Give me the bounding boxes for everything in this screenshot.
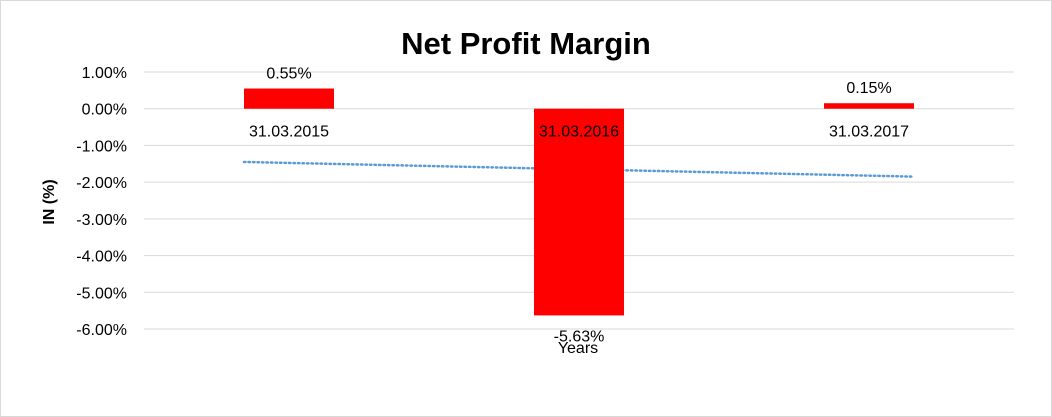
y-tick-label: -3.00% — [76, 212, 127, 229]
x-axis-categories: 31.03.2015 31.03.2016 31.03.2017 — [249, 124, 909, 141]
x-axis-title: Years — [558, 340, 598, 357]
y-tick-label: -4.00% — [76, 249, 127, 266]
y-tick-label: 0.00% — [82, 102, 127, 119]
y-axis-ticks: 1.00% 0.00% -1.00% -2.00% -3.00% -4.00% -5.00%… — [76, 65, 127, 339]
bar-31-03-2016 — [534, 108, 624, 316]
data-label: -5.63% — [554, 328, 605, 345]
y-tick-label: -6.00% — [76, 322, 127, 339]
bar-31-03-2017 — [824, 103, 914, 109]
y-axis-title: IN (%) — [41, 179, 58, 224]
data-label: 0.55% — [266, 66, 311, 83]
data-label: 0.15% — [846, 80, 891, 97]
data-labels: 0.55% -5.63% 0.15% — [266, 66, 891, 346]
x-category-label: 31.03.2016 — [539, 124, 619, 141]
y-tick-label: -1.00% — [76, 138, 127, 155]
bar-31-03-2015 — [244, 88, 334, 109]
chart-title: Net Profit Margin — [401, 26, 651, 61]
bars — [244, 88, 914, 316]
x-category-label: 31.03.2015 — [249, 124, 329, 141]
y-tick-label: -2.00% — [76, 175, 127, 192]
y-tick-label: -5.00% — [76, 285, 127, 302]
x-category-label: 31.03.2017 — [829, 124, 909, 141]
y-tick-label: 1.00% — [82, 65, 127, 82]
